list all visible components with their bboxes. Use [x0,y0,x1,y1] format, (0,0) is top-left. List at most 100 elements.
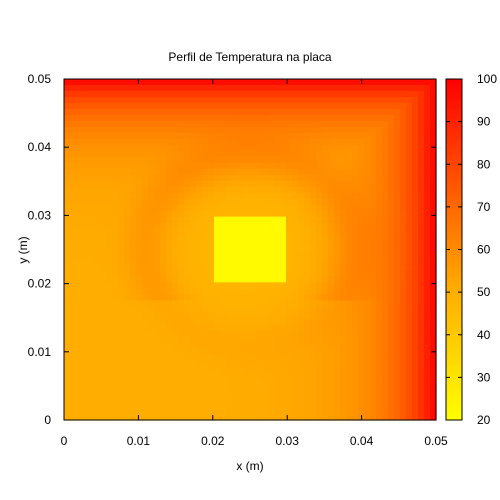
heatmap-cell [184,192,191,200]
heatmap-cell [358,156,365,164]
heatmap-cell [322,246,329,254]
heatmap-cell [238,210,245,218]
heatmap-cell [256,306,263,313]
heatmap-cell [250,318,257,325]
heatmap-cell [256,84,263,92]
heatmap-cell [364,156,371,164]
heatmap-cell [196,162,203,170]
heatmap-cell [214,276,221,283]
heatmap-cell [88,282,95,289]
heatmap-cell [70,390,77,397]
heatmap-cell [256,138,263,146]
heatmap-cell [130,138,137,146]
heatmap-cell [166,282,173,289]
heatmap-cell [388,372,395,379]
heatmap-cell [370,408,377,415]
heatmap-cell [76,120,83,128]
heatmap-cell [232,198,239,206]
heatmap-cell [130,96,137,104]
heatmap-cell [220,312,227,319]
heatmap-cell [94,132,101,140]
heatmap-cell [352,102,359,110]
heatmap-cell [250,390,257,397]
heatmap-cell [232,408,239,415]
heatmap-cell [298,312,305,319]
heatmap-cell [70,120,77,128]
heatmap-cell [106,228,113,236]
heatmap-cell [130,150,137,158]
heatmap-cell [250,258,257,266]
colorbar-strip [446,201,462,205]
heatmap-cell [328,252,335,260]
heatmap-cell [304,336,311,343]
heatmap-cell [160,192,167,200]
heatmap-cell [406,300,413,307]
colorbar-tick-label: 20 [477,413,491,427]
heatmap-cell [352,282,359,289]
heatmap-cell [286,90,293,98]
heatmap-cell [70,252,77,260]
heatmap-cell [286,402,293,409]
heatmap-cell [352,138,359,146]
heatmap-cell [322,216,329,224]
heatmap-cell [226,126,233,134]
heatmap-cell [430,79,437,86]
heatmap-cell [214,90,221,98]
heatmap-cell [274,240,281,248]
heatmap-cell [262,168,269,176]
heatmap-cell [262,330,269,337]
heatmap-cell [418,180,425,188]
heatmap-cell [220,270,227,278]
heatmap-cell [370,150,377,158]
heatmap-cell [370,390,377,397]
heatmap-cell [298,372,305,379]
heatmap-cell [316,79,323,86]
heatmap-cell [202,96,209,104]
heatmap-cell [298,198,305,206]
heatmap-cell [298,138,305,146]
heatmap-cell [334,210,341,218]
heatmap-cell [232,390,239,397]
heatmap-cell [352,384,359,391]
heatmap-cell [88,408,95,415]
heatmap-cell [304,282,311,289]
heatmap-cell [334,342,341,349]
heatmap-cell [190,204,197,212]
heatmap-cell [118,330,125,337]
heatmap-cell [370,210,377,218]
heatmap-cell [214,240,221,248]
heatmap-cell [88,186,95,194]
heatmap-cell [376,318,383,325]
heatmap-cell [178,252,185,260]
heatmap-cell [208,90,215,98]
heatmap-cell [364,234,371,242]
heatmap-cell [250,198,257,206]
heatmap-cell [64,390,71,397]
heatmap-cell [304,240,311,248]
heatmap-cell [184,288,191,295]
heatmap-cell [304,198,311,206]
heatmap-cell [394,414,401,421]
heatmap-cell [112,258,119,266]
heatmap-cell [346,114,353,122]
heatmap-cell [364,126,371,134]
heatmap-cell [400,79,407,86]
heatmap-cell [268,396,275,403]
heatmap-cell [370,366,377,373]
heatmap-cell [106,210,113,218]
heatmap-cell [94,258,101,266]
heatmap-cell [418,288,425,295]
heatmap-cell [298,234,305,242]
heatmap-cell [208,264,215,272]
colorbar-strip [446,363,462,367]
heatmap-cell [82,222,89,230]
heatmap-cell [70,234,77,242]
colorbar-strip [446,255,462,259]
heatmap-cell [340,390,347,397]
heatmap-cell [412,330,419,337]
heatmap-cell [418,264,425,272]
heatmap-cell [154,414,161,421]
heatmap-cell [148,192,155,200]
colorbar-tick-label: 40 [477,328,491,342]
heatmap-cell [232,336,239,343]
